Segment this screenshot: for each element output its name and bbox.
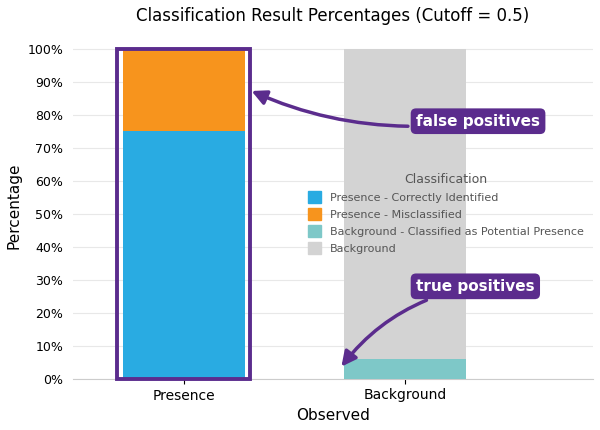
Text: false positives: false positives — [255, 92, 540, 129]
X-axis label: Observed: Observed — [296, 408, 370, 423]
Text: true positives: true positives — [344, 279, 535, 364]
Bar — [123, 49, 245, 131]
Bar — [344, 49, 466, 359]
Title: Classification Result Percentages (Cutoff = 0.5): Classification Result Percentages (Cutof… — [136, 7, 530, 25]
Bar — [123, 131, 245, 379]
Legend: Presence - Correctly Identified, Presence - Misclassified, Background - Classifi: Presence - Correctly Identified, Presenc… — [305, 169, 587, 257]
Bar — [344, 359, 466, 379]
Y-axis label: Percentage: Percentage — [7, 162, 22, 249]
